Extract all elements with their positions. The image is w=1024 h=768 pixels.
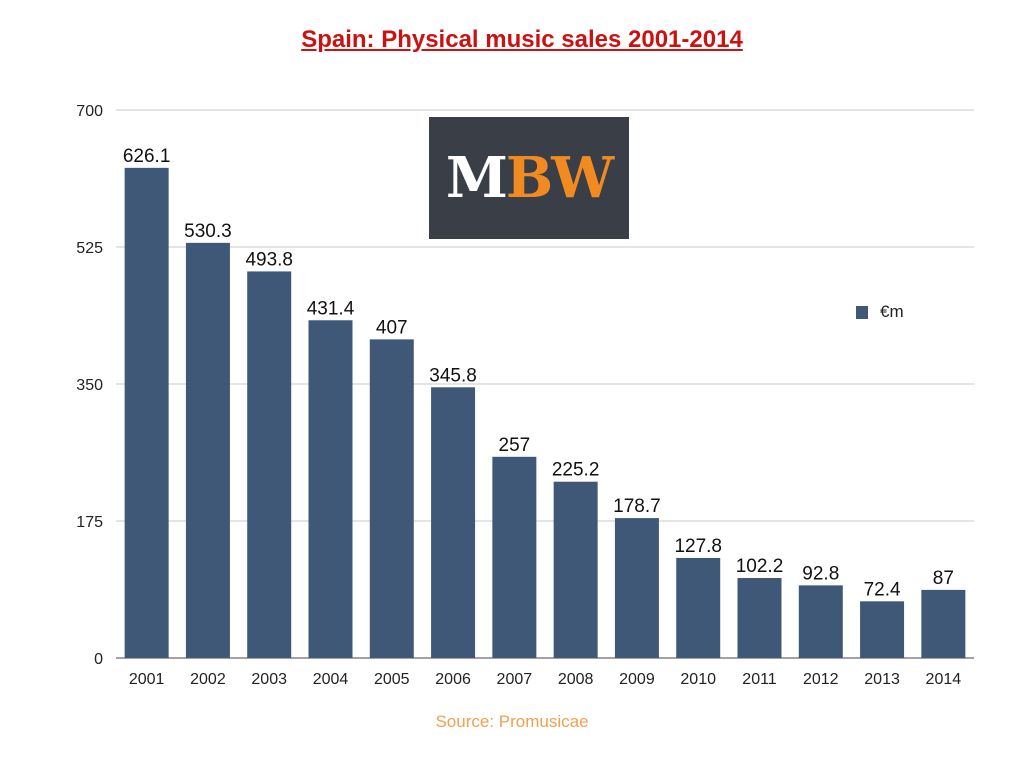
x-tick-label: 2003: [251, 671, 287, 688]
bar: [860, 601, 905, 658]
bar: [553, 481, 598, 658]
legend-label: €m: [880, 302, 904, 321]
chart-title: Spain: Physical music sales 2001-2014: [301, 26, 743, 53]
bar: [124, 167, 169, 658]
x-tick-label: 2013: [864, 671, 900, 688]
x-tick-label: 2004: [313, 671, 349, 688]
data-labels: 626.1 530.3 493.8 431.4 407 345.8 257 225.2 178.…: [123, 146, 954, 600]
mbw-logo-text: MBW: [446, 150, 614, 206]
x-tick-label: 2006: [435, 671, 471, 688]
x-tick-label: 2001: [129, 671, 165, 688]
bars: [124, 167, 966, 658]
data-label: 72.4: [864, 579, 901, 600]
data-label: 345.8: [429, 365, 477, 386]
x-tick-label: 2002: [190, 671, 226, 688]
data-label: 225.2: [552, 460, 600, 481]
data-label: 92.8: [802, 563, 839, 584]
data-label: 431.4: [307, 298, 355, 319]
bar: [798, 585, 843, 658]
source-note: Source: Promusicae: [435, 712, 589, 731]
y-tick-label: 175: [76, 514, 103, 531]
legend: €m: [856, 302, 904, 322]
bar: [369, 339, 414, 658]
bar: [737, 577, 782, 658]
data-label: 87: [933, 568, 954, 589]
bar: [308, 320, 353, 658]
y-axis-ticks: 0 175 350 525 700: [76, 103, 103, 668]
bar: [614, 518, 659, 658]
bar: [185, 242, 230, 658]
data-label: 626.1: [123, 146, 171, 167]
x-tick-label: 2005: [374, 671, 410, 688]
data-label: 178.7: [613, 496, 661, 517]
x-tick-label: 2014: [926, 671, 962, 688]
y-tick-label: 700: [76, 103, 103, 120]
data-label: 407: [376, 317, 408, 338]
bar: [492, 456, 537, 658]
x-tick-label: 2007: [497, 671, 533, 688]
y-tick-label: 525: [76, 240, 103, 257]
x-tick-label: 2011: [742, 671, 777, 688]
data-label: 493.8: [245, 249, 293, 270]
data-label: 102.2: [736, 556, 784, 577]
data-label: 257: [499, 435, 531, 456]
data-label: 127.8: [674, 536, 722, 557]
bar: [431, 387, 476, 658]
x-tick-label: 2009: [619, 671, 655, 688]
x-axis-ticks: 2001 2002 2003 2004 2005 2006 2007 2008 2009 2010…: [129, 671, 961, 688]
y-tick-label: 350: [76, 377, 103, 394]
bar: [676, 557, 721, 658]
x-tick-label: 2008: [558, 671, 594, 688]
logo-letters-white: M: [445, 145, 508, 211]
y-tick-label: 0: [94, 651, 103, 668]
bar: [921, 589, 966, 658]
bar: [247, 271, 292, 658]
logo-letters-orange: BW: [505, 145, 614, 211]
mbw-logo: MBW: [429, 117, 629, 239]
legend-swatch: [856, 305, 868, 319]
data-label: 530.3: [184, 221, 232, 242]
x-tick-label: 2010: [680, 671, 716, 688]
x-tick-label: 2012: [803, 671, 839, 688]
